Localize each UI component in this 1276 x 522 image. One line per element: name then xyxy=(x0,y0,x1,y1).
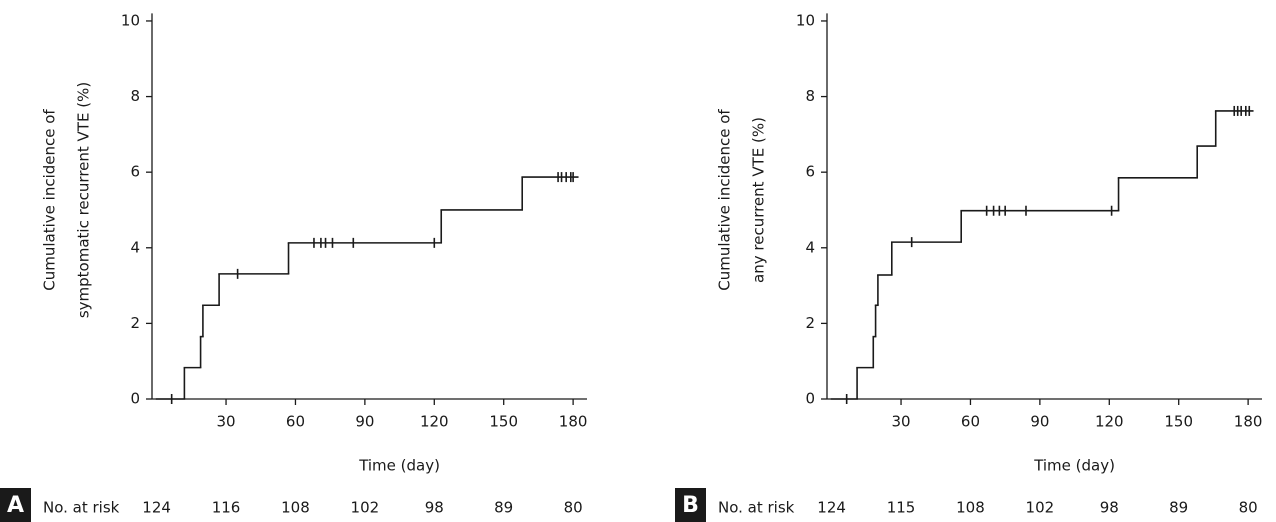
x-axis-title: Time (day) xyxy=(358,457,440,475)
at-risk-count: 80 xyxy=(1239,499,1258,517)
y-tick-label: 6 xyxy=(805,163,815,181)
y-tick-label: 10 xyxy=(796,11,815,29)
x-tick-label: 30 xyxy=(216,413,235,431)
at-risk-count: 80 xyxy=(564,499,583,517)
panel-badge xyxy=(675,488,706,522)
y-tick-label: 8 xyxy=(805,87,815,105)
x-tick-label: 180 xyxy=(1234,413,1263,431)
at-risk-count: 115 xyxy=(887,499,916,517)
y-tick-label: 2 xyxy=(805,314,815,332)
x-tick-label: 60 xyxy=(286,413,305,431)
x-tick-label: 90 xyxy=(1030,413,1049,431)
panel-badge xyxy=(0,488,31,522)
x-tick-label: 150 xyxy=(489,413,518,431)
y-tick-label: 6 xyxy=(130,163,140,181)
risk-label: No. at risk xyxy=(718,499,795,517)
at-risk-count: 108 xyxy=(956,499,985,517)
at-risk-count: 102 xyxy=(1026,499,1055,517)
at-risk-count: 108 xyxy=(281,499,310,517)
chart-panel: 0 2 4 6 8 10 30 60 90 120 150 180 Cumulative inciden… xyxy=(0,11,587,522)
y-axis-title: Cumulative incidence of xyxy=(41,109,59,291)
at-risk-count: 124 xyxy=(817,499,846,517)
y-tick-label: 0 xyxy=(130,390,140,408)
y-tick-label: 4 xyxy=(130,238,140,256)
y-tick-label: 8 xyxy=(130,87,140,105)
y-axis-title: symptomatic recurrent VTE (%) xyxy=(75,82,93,318)
y-tick-label: 10 xyxy=(121,11,140,29)
y-tick-label: 4 xyxy=(805,238,815,256)
at-risk-count: 124 xyxy=(142,499,171,517)
y-tick-label: 0 xyxy=(805,390,815,408)
x-tick-label: 150 xyxy=(1164,413,1193,431)
x-tick-label: 120 xyxy=(420,413,449,431)
x-axis-title: Time (day) xyxy=(1033,457,1115,475)
panel-letter: A xyxy=(7,493,24,518)
risk-label: No. at risk xyxy=(43,499,120,517)
x-tick-label: 60 xyxy=(961,413,980,431)
panel-letter: B xyxy=(682,493,699,518)
x-tick-label: 120 xyxy=(1095,413,1124,431)
chart-panel: 0 2 4 6 8 10 30 60 90 120 150 180 Cumulative inciden… xyxy=(675,11,1262,522)
y-axis-title: Cumulative incidence of xyxy=(716,109,734,291)
at-risk-count: 89 xyxy=(1169,499,1188,517)
y-tick-label: 2 xyxy=(130,314,140,332)
y-axis-title: any recurrent VTE (%) xyxy=(750,117,768,283)
x-tick-label: 180 xyxy=(559,413,588,431)
at-risk-count: 102 xyxy=(351,499,380,517)
at-risk-count: 98 xyxy=(425,499,444,517)
x-tick-label: 30 xyxy=(891,413,910,431)
x-tick-label: 90 xyxy=(355,413,374,431)
at-risk-count: 116 xyxy=(212,499,241,517)
at-risk-count: 98 xyxy=(1100,499,1119,517)
at-risk-count: 89 xyxy=(494,499,513,517)
